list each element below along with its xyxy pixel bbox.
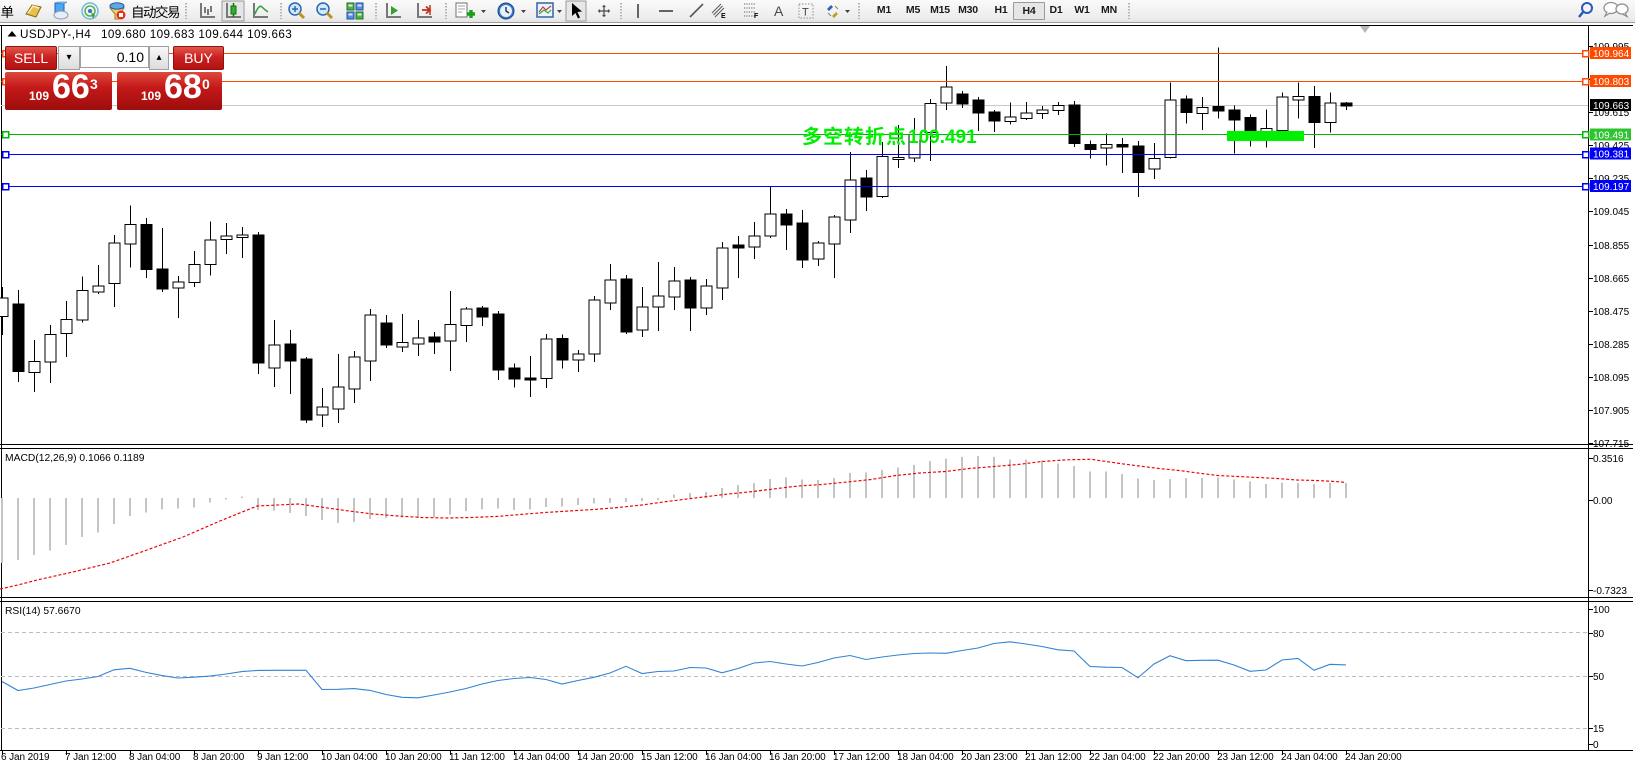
svg-text:109.663: 109.663 — [1593, 101, 1630, 112]
svg-text:6 Jan 2019: 6 Jan 2019 — [1, 752, 50, 763]
svg-text:16 Jan 20:00: 16 Jan 20:00 — [769, 752, 826, 763]
svg-text:100: 100 — [1593, 605, 1610, 616]
svg-text:109.235: 109.235 — [1593, 174, 1630, 185]
svg-text:14 Jan 04:00: 14 Jan 04:00 — [513, 752, 570, 763]
svg-text:T: T — [802, 7, 809, 19]
svg-text:15 Jan 12:00: 15 Jan 12:00 — [641, 752, 698, 763]
svg-text:10 Jan 04:00: 10 Jan 04:00 — [321, 752, 378, 763]
svg-text:21 Jan 12:00: 21 Jan 12:00 — [1025, 752, 1082, 763]
svg-text:109.615: 109.615 — [1593, 108, 1630, 119]
svg-text:109.964: 109.964 — [1593, 49, 1630, 60]
svg-text:109.197: 109.197 — [1593, 182, 1630, 193]
svg-text:16 Jan 04:00: 16 Jan 04:00 — [705, 752, 762, 763]
svg-text:RSI(14) 57.6670: RSI(14) 57.6670 — [5, 606, 81, 617]
svg-text:109.491: 109.491 — [1593, 131, 1630, 142]
svg-text:18 Jan 04:00: 18 Jan 04:00 — [897, 752, 954, 763]
svg-text:107.715: 107.715 — [1593, 439, 1630, 450]
svg-text:0: 0 — [1593, 740, 1599, 751]
svg-text:7 Jan 12:00: 7 Jan 12:00 — [65, 752, 117, 763]
svg-text:24 Jan 20:00: 24 Jan 20:00 — [1345, 752, 1402, 763]
svg-text:A: A — [774, 3, 784, 19]
svg-text:8 Jan 04:00: 8 Jan 04:00 — [129, 752, 181, 763]
svg-text:0.00: 0.00 — [1593, 496, 1613, 507]
svg-text:10 Jan 20:00: 10 Jan 20:00 — [385, 752, 442, 763]
svg-text:108.285: 108.285 — [1593, 340, 1630, 351]
svg-text:0.3516: 0.3516 — [1593, 454, 1624, 465]
svg-text:8 Jan 20:00: 8 Jan 20:00 — [193, 752, 245, 763]
svg-text:15: 15 — [1593, 724, 1605, 735]
svg-text:108.475: 108.475 — [1593, 307, 1630, 318]
svg-text:109.803: 109.803 — [1593, 77, 1630, 88]
svg-text:109.491: 109.491 — [908, 127, 977, 148]
svg-text:23 Jan 12:00: 23 Jan 12:00 — [1217, 752, 1274, 763]
svg-text:50: 50 — [1593, 672, 1605, 683]
svg-text:108.665: 108.665 — [1593, 274, 1630, 285]
svg-text:22 Jan 20:00: 22 Jan 20:00 — [1153, 752, 1210, 763]
svg-text:108.855: 108.855 — [1593, 241, 1630, 252]
svg-text:MACD(12,26,9) 0.1066 0.1189: MACD(12,26,9) 0.1066 0.1189 — [5, 453, 145, 464]
svg-text:20 Jan 23:00: 20 Jan 23:00 — [961, 752, 1018, 763]
svg-text:109.425: 109.425 — [1593, 141, 1630, 152]
svg-text:-0.7323: -0.7323 — [1593, 586, 1627, 597]
svg-text:17 Jan 12:00: 17 Jan 12:00 — [833, 752, 890, 763]
svg-text:24 Jan 04:00: 24 Jan 04:00 — [1281, 752, 1338, 763]
svg-text:E: E — [721, 13, 726, 20]
svg-text:107.905: 107.905 — [1593, 406, 1630, 417]
svg-text:9 Jan 12:00: 9 Jan 12:00 — [257, 752, 309, 763]
svg-text:11 Jan 12:00: 11 Jan 12:00 — [449, 752, 505, 763]
svg-text:109.045: 109.045 — [1593, 207, 1630, 218]
svg-text:14 Jan 20:00: 14 Jan 20:00 — [577, 752, 634, 763]
svg-text:108.095: 108.095 — [1593, 373, 1630, 384]
svg-text:USDJPY-,H4 109.680 109.683 10: USDJPY-,H4 109.680 109.683 109.644 109.6… — [20, 28, 292, 41]
svg-text:109.381: 109.381 — [1593, 150, 1630, 161]
svg-text:80: 80 — [1593, 629, 1605, 640]
svg-text:F: F — [754, 13, 759, 20]
svg-text:22 Jan 04:00: 22 Jan 04:00 — [1089, 752, 1146, 763]
